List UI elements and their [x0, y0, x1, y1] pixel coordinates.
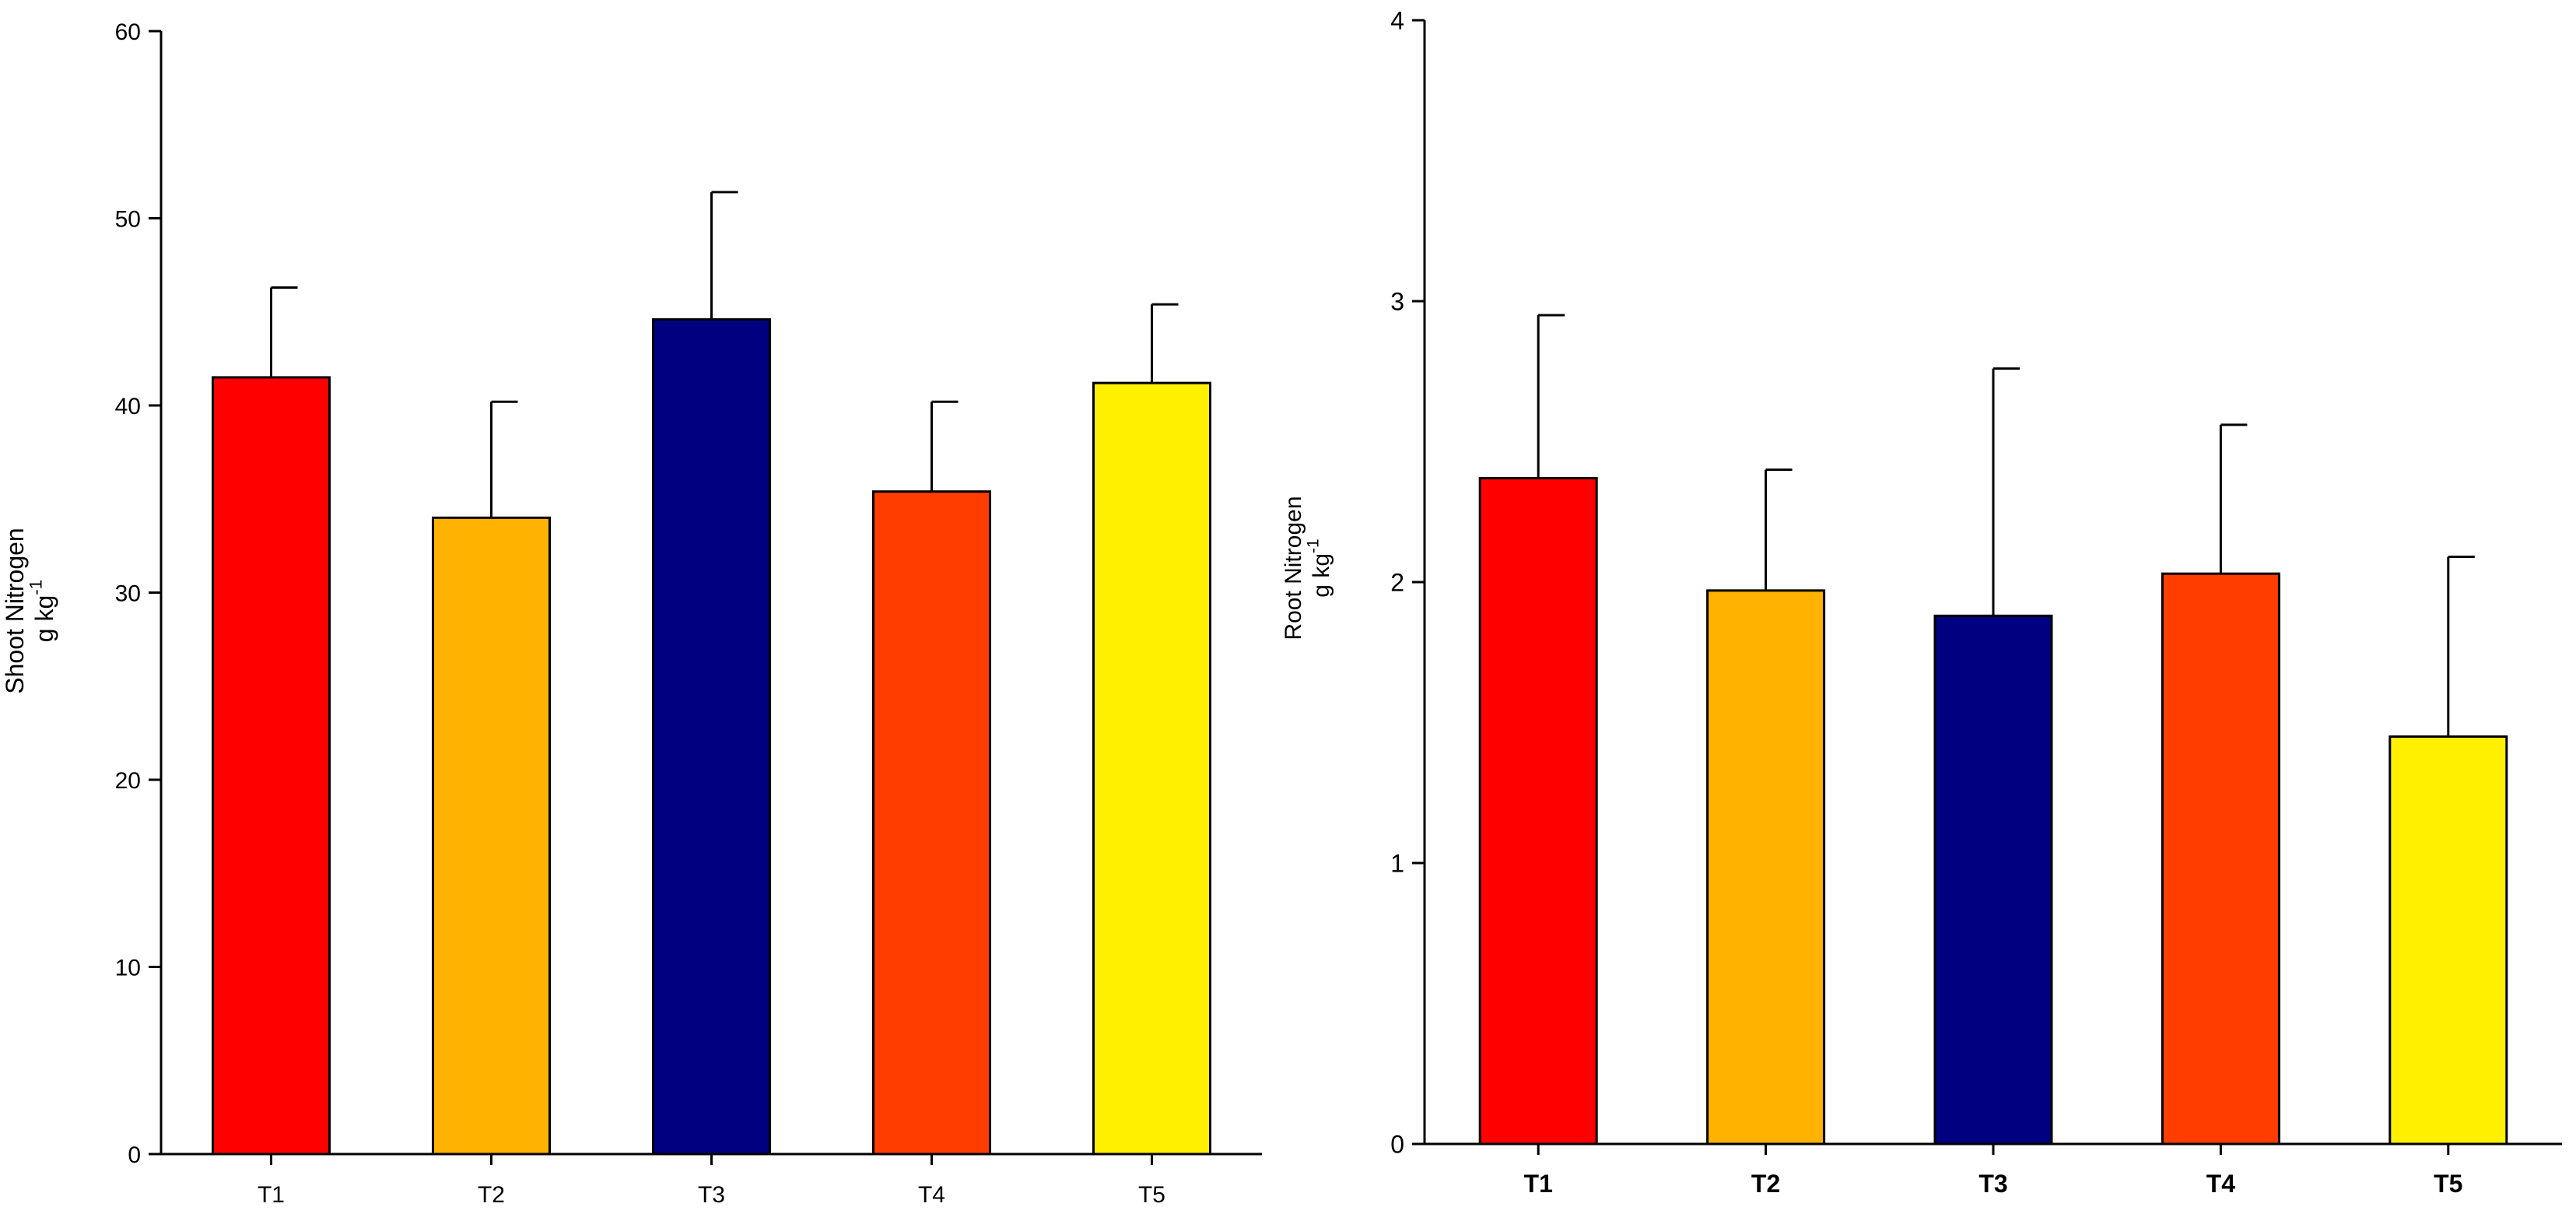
shoot-nitrogen-chart: 0 10 20 30 40 50 60 T1 T2 T3 T4 T5 Shoot Nitrogen g k… — [1, 19, 1262, 1208]
y-tick-label: 4 — [1390, 7, 1404, 35]
root-nitrogen-chart: 0 1 2 3 4 T1 T2 T3 T4 T5 Root Nitrogen g kg-1 — [1281, 7, 2562, 1198]
y-tick-label: 20 — [115, 768, 141, 794]
x-tick-label-t4: T4 — [2206, 1170, 2236, 1198]
bar-t1 — [212, 376, 331, 1156]
bar-t4 — [872, 490, 991, 1156]
x-tick-label-t3: T3 — [1978, 1170, 2007, 1198]
bar-t2 — [432, 516, 551, 1156]
y-axis-unit: g kg-1 — [1305, 539, 1335, 597]
y-tick-label: 0 — [128, 1142, 141, 1168]
x-tick-label-t3: T3 — [698, 1182, 725, 1208]
bar-t5 — [1092, 381, 1211, 1156]
x-tick-label-t5: T5 — [1138, 1182, 1165, 1208]
x-tick-label-t1: T1 — [1524, 1170, 1553, 1198]
y-axis-title: Shoot Nitrogen — [1, 528, 29, 693]
bar-t3 — [1933, 614, 2053, 1146]
y-tick-label: 60 — [115, 19, 141, 45]
y-tick-label: 1 — [1390, 850, 1404, 878]
x-tick-label-t2: T2 — [478, 1182, 505, 1208]
x-tick-label-t1: T1 — [258, 1182, 285, 1208]
y-tick-label: 40 — [115, 394, 141, 419]
y-tick-label: 3 — [1390, 288, 1404, 316]
y-tick-label: 50 — [115, 206, 141, 232]
y-tick-label: 0 — [1390, 1131, 1404, 1159]
bar-t1 — [1478, 476, 1598, 1146]
y-axis-title: Root Nitrogen — [1281, 496, 1306, 640]
y-axis-unit: g kg-1 — [26, 580, 58, 642]
bar-t3 — [652, 318, 771, 1156]
y-tick-label: 2 — [1390, 569, 1404, 597]
bar-t5 — [2388, 735, 2508, 1146]
x-tick-label-t2: T2 — [1751, 1170, 1780, 1198]
y-tick-label: 10 — [115, 955, 141, 981]
y-tick-label: 30 — [115, 581, 141, 606]
x-tick-label-t5: T5 — [2434, 1170, 2462, 1198]
bar-t4 — [2161, 572, 2280, 1146]
x-tick-label-t4: T4 — [918, 1182, 945, 1208]
bar-t2 — [1706, 589, 1826, 1146]
